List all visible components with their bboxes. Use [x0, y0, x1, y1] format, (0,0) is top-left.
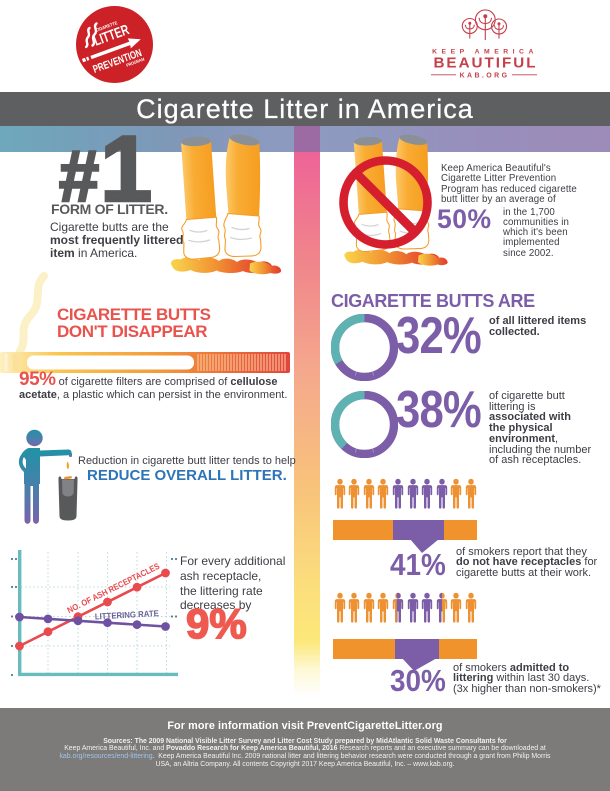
svg-text:PROGRAM: PROGRAM — [126, 56, 146, 67]
svg-text:NO. OF ASH RECEPTACLES: NO. OF ASH RECEPTACLES — [65, 561, 161, 616]
svg-text:KAB.ORG: KAB.ORG — [460, 73, 510, 80]
svg-text:BEAUTIFUL: BEAUTIFUL — [433, 55, 537, 72]
svg-text:LITTERING RATE: LITTERING RATE — [95, 608, 160, 621]
svg-text:KEEP AMERICA: KEEP AMERICA — [432, 49, 538, 56]
